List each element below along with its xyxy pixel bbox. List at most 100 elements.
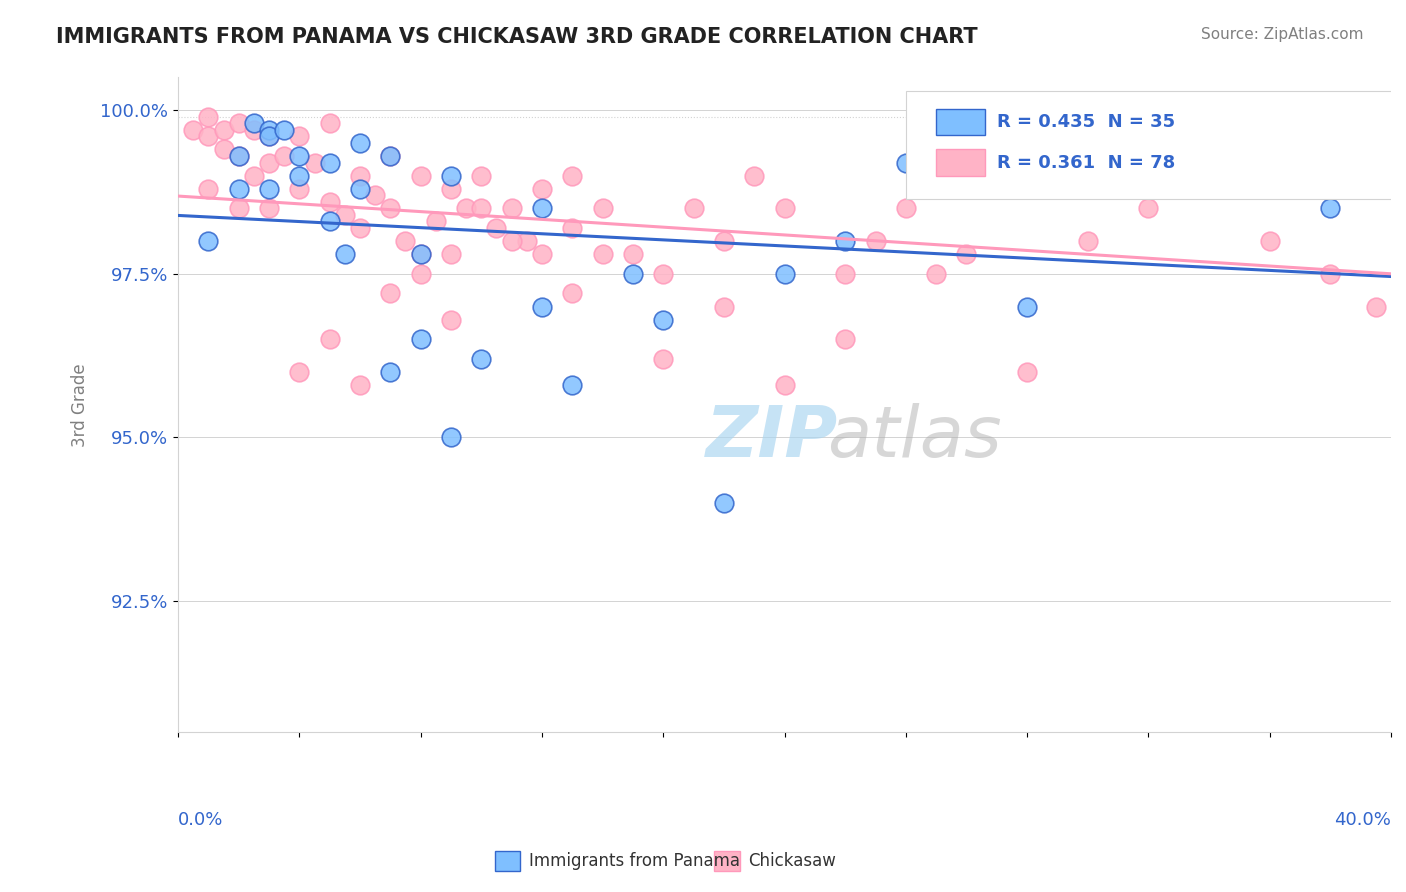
Point	[592, 247, 614, 261]
Point	[228, 202, 250, 216]
Text: R = 0.435  N = 35: R = 0.435 N = 35	[997, 113, 1175, 131]
Point	[516, 234, 538, 248]
Point	[349, 169, 371, 183]
Point	[621, 247, 644, 261]
Point	[318, 194, 340, 209]
Point	[1319, 267, 1341, 281]
Point	[257, 155, 280, 169]
FancyBboxPatch shape	[495, 851, 520, 871]
Point	[380, 286, 402, 301]
Point	[288, 365, 311, 379]
Point	[713, 300, 735, 314]
Point	[1365, 300, 1388, 314]
Point	[1017, 365, 1039, 379]
Point	[1167, 116, 1189, 130]
Point	[834, 267, 856, 281]
Point	[273, 123, 295, 137]
Point	[501, 202, 523, 216]
Point	[561, 169, 583, 183]
FancyBboxPatch shape	[936, 109, 984, 135]
Point	[456, 202, 478, 216]
Point	[273, 149, 295, 163]
Text: Chickasaw: Chickasaw	[748, 852, 835, 870]
Point	[561, 378, 583, 392]
Point	[288, 149, 311, 163]
Point	[318, 155, 340, 169]
Point	[834, 332, 856, 346]
Point	[349, 182, 371, 196]
Point	[1243, 169, 1265, 183]
Point	[682, 202, 704, 216]
Point	[530, 300, 553, 314]
Point	[742, 169, 765, 183]
Point	[470, 169, 492, 183]
Point	[925, 267, 948, 281]
Point	[409, 332, 432, 346]
Text: 0.0%: 0.0%	[179, 811, 224, 829]
Point	[257, 129, 280, 144]
Point	[440, 169, 463, 183]
Point	[773, 378, 796, 392]
Point	[380, 202, 402, 216]
FancyBboxPatch shape	[936, 150, 984, 176]
Point	[333, 208, 356, 222]
Point	[530, 202, 553, 216]
Point	[380, 149, 402, 163]
Point	[1137, 202, 1160, 216]
Point	[212, 123, 235, 137]
Point	[197, 110, 219, 124]
Point	[1017, 182, 1039, 196]
Point	[257, 182, 280, 196]
Point	[485, 221, 508, 235]
Point	[333, 247, 356, 261]
Text: atlas: atlas	[827, 403, 1001, 472]
Text: ZIP: ZIP	[706, 403, 838, 472]
Point	[409, 247, 432, 261]
Text: 40.0%: 40.0%	[1334, 811, 1391, 829]
Point	[1017, 300, 1039, 314]
Point	[197, 129, 219, 144]
Point	[409, 247, 432, 261]
Point	[349, 221, 371, 235]
Point	[773, 267, 796, 281]
FancyBboxPatch shape	[714, 851, 740, 871]
Point	[1258, 234, 1281, 248]
Point	[955, 247, 977, 261]
Point	[197, 182, 219, 196]
Point	[288, 129, 311, 144]
Point	[440, 247, 463, 261]
Point	[865, 234, 887, 248]
FancyBboxPatch shape	[905, 90, 1398, 199]
Point	[440, 312, 463, 326]
Point	[955, 129, 977, 144]
Point	[652, 267, 675, 281]
Point	[894, 202, 917, 216]
Point	[530, 247, 553, 261]
Point	[212, 143, 235, 157]
Point	[380, 365, 402, 379]
Point	[713, 234, 735, 248]
Point	[304, 155, 326, 169]
Point	[228, 149, 250, 163]
Point	[561, 221, 583, 235]
Point	[1077, 155, 1099, 169]
Point	[243, 169, 266, 183]
Point	[228, 116, 250, 130]
Point	[318, 214, 340, 228]
Point	[409, 169, 432, 183]
Point	[349, 136, 371, 150]
Point	[243, 116, 266, 130]
Point	[621, 267, 644, 281]
Point	[1198, 169, 1220, 183]
Point	[257, 123, 280, 137]
Text: R = 0.361  N = 78: R = 0.361 N = 78	[997, 153, 1175, 171]
Point	[318, 116, 340, 130]
Point	[894, 155, 917, 169]
Point	[380, 149, 402, 163]
Point	[288, 182, 311, 196]
Point	[773, 202, 796, 216]
Y-axis label: 3rd Grade: 3rd Grade	[72, 363, 89, 447]
Point	[425, 214, 447, 228]
Point	[257, 202, 280, 216]
Point	[530, 182, 553, 196]
